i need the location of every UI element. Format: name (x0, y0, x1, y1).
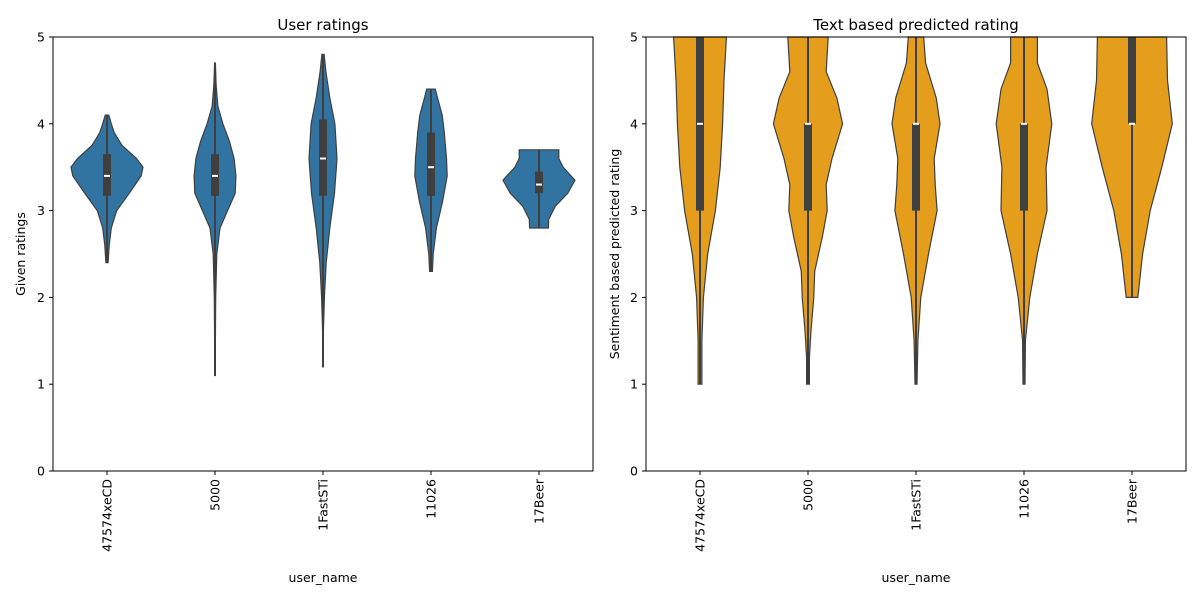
user-ratings-ytick-label: 5 (37, 30, 45, 45)
user-ratings-xtick-label: 17Beer (532, 478, 547, 524)
user-ratings-xtick-label: 11026 (424, 479, 439, 519)
predicted-rating-xtick-label: 1FastSTi (909, 479, 924, 531)
user-ratings-xtick-label: 5000 (208, 479, 223, 511)
user-ratings-ytick-label: 0 (37, 464, 45, 479)
user-ratings-violins (70, 53, 576, 377)
user-ratings-panel: User ratings Given ratings user_name 0 1 2… (13, 16, 594, 585)
user-ratings-title: User ratings (277, 16, 368, 34)
user-ratings-xtick-label: 47574xeCD (100, 479, 115, 552)
predicted-rating-ytick-label: 5 (630, 30, 638, 45)
user-ratings-iqr-box-4 (535, 171, 543, 194)
predicted-rating-title: Text based predicted rating (812, 16, 1019, 34)
predicted-rating-ytick-label: 2 (630, 290, 638, 305)
predicted-rating-violins (672, 36, 1173, 385)
predicted-rating-xtick-label: 5000 (801, 479, 816, 511)
predicted-rating-iqr-box-2 (912, 123, 920, 211)
user-ratings-ytick-label: 4 (37, 116, 45, 131)
predicted-rating-ylabel: Sentiment based predicted rating (607, 149, 622, 360)
predicted-rating-xtick-label: 17Beer (1125, 478, 1140, 524)
predicted-rating-xlabel: user_name (882, 570, 951, 585)
predicted-rating-ytick-label: 0 (630, 464, 638, 479)
user-ratings-xtick-label: 1FastSTi (316, 479, 331, 531)
predicted-rating-xtick-label: 11026 (1017, 479, 1032, 519)
user-ratings-ytick-label: 2 (37, 290, 45, 305)
predicted-rating-ytick-label: 4 (630, 116, 638, 131)
predicted-rating-panel: Text based predicted rating Sentiment ba… (607, 16, 1187, 585)
predicted-rating-ytick-label: 1 (630, 377, 638, 392)
predicted-rating-iqr-box-1 (804, 123, 812, 211)
user-ratings-ytick-label: 3 (37, 203, 45, 218)
user-ratings-ylabel: Given ratings (13, 212, 28, 296)
predicted-rating-iqr-box-3 (1020, 123, 1028, 211)
user-ratings-xlabel: user_name (289, 570, 358, 585)
predicted-rating-ytick-label: 3 (630, 203, 638, 218)
predicted-rating-iqr-box-4 (1128, 37, 1136, 124)
user-ratings-ytick-label: 1 (37, 377, 45, 392)
predicted-rating-xtick-label: 47574xeCD (693, 479, 708, 552)
user-ratings-iqr-box-3 (427, 132, 435, 196)
